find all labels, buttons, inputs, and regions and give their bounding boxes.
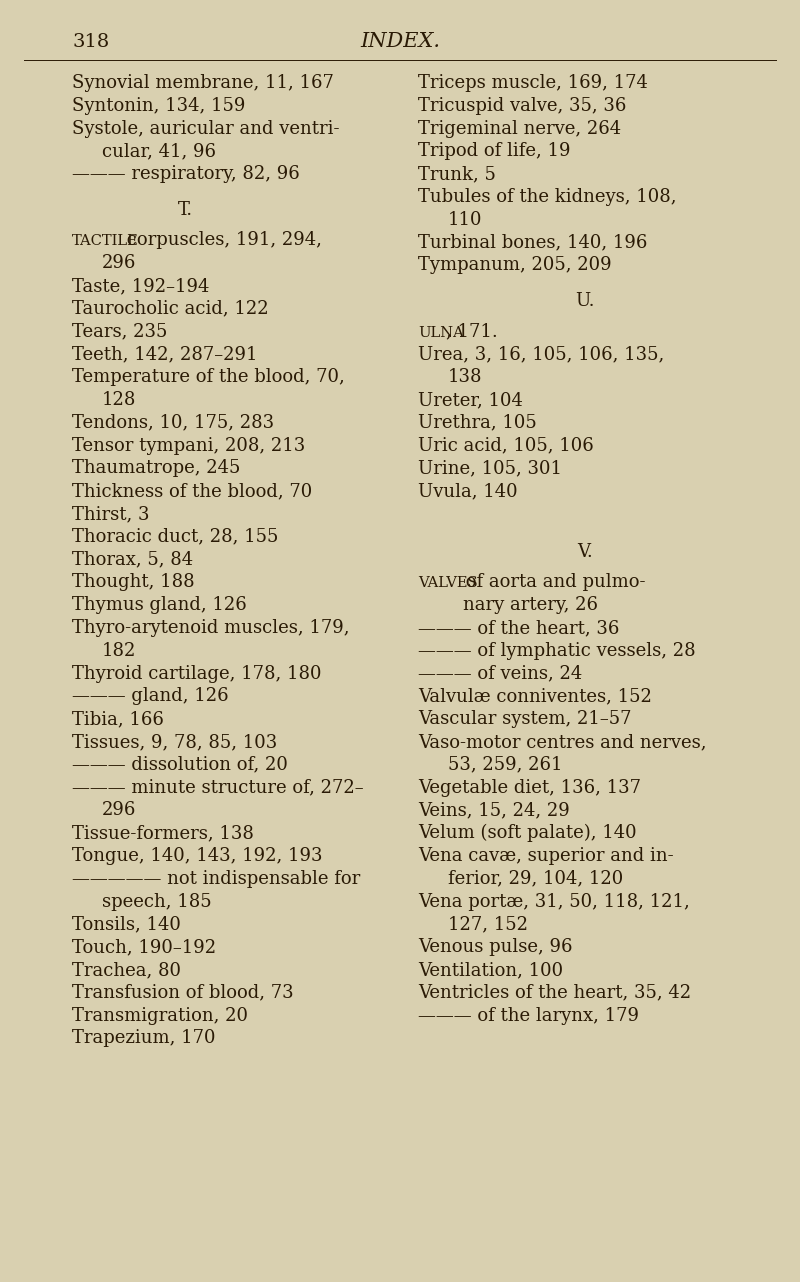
Text: Transmigration, 20: Transmigration, 20 (72, 1006, 248, 1024)
Text: Thought, 188: Thought, 188 (72, 573, 194, 591)
Text: Ventilation, 100: Ventilation, 100 (418, 962, 563, 979)
Text: Trachea, 80: Trachea, 80 (72, 962, 181, 979)
Text: Touch, 190–192: Touch, 190–192 (72, 938, 216, 956)
Text: 127, 152: 127, 152 (448, 915, 528, 933)
Text: 182: 182 (102, 642, 136, 660)
Text: Tibia, 166: Tibia, 166 (72, 710, 164, 728)
Text: Taurocholic acid, 122: Taurocholic acid, 122 (72, 300, 269, 318)
Text: Thoracic duct, 28, 155: Thoracic duct, 28, 155 (72, 528, 278, 546)
Text: Uric acid, 105, 106: Uric acid, 105, 106 (418, 436, 594, 455)
Text: VALVES: VALVES (418, 577, 478, 590)
Text: Trunk, 5: Trunk, 5 (418, 165, 496, 183)
Text: Vena cavæ, superior and in-: Vena cavæ, superior and in- (418, 847, 674, 865)
Text: Thirst, 3: Thirst, 3 (72, 505, 150, 523)
Text: Teeth, 142, 287–291: Teeth, 142, 287–291 (72, 345, 258, 363)
Text: Thyro-arytenoid muscles, 179,: Thyro-arytenoid muscles, 179, (72, 619, 350, 637)
Text: Tonsils, 140: Tonsils, 140 (72, 915, 181, 933)
Text: Vascular system, 21–57: Vascular system, 21–57 (418, 710, 631, 728)
Text: ——— of the larynx, 179: ——— of the larynx, 179 (418, 1006, 639, 1024)
Text: Velum (soft palate), 140: Velum (soft palate), 140 (418, 824, 637, 842)
Text: 296: 296 (102, 254, 136, 272)
Text: ULNA: ULNA (418, 326, 464, 340)
Text: Tendons, 10, 175, 283: Tendons, 10, 175, 283 (72, 414, 274, 432)
Text: Vena portæ, 31, 50, 118, 121,: Vena portæ, 31, 50, 118, 121, (418, 892, 690, 910)
Text: Vaso-motor centres and nerves,: Vaso-motor centres and nerves, (418, 733, 706, 751)
Text: Triceps muscle, 169, 174: Triceps muscle, 169, 174 (418, 74, 648, 92)
Text: of aorta and pulmo-: of aorta and pulmo- (459, 573, 645, 591)
Text: Veins, 15, 24, 29: Veins, 15, 24, 29 (418, 801, 570, 819)
Text: U.: U. (575, 292, 594, 310)
Text: Tissues, 9, 78, 85, 103: Tissues, 9, 78, 85, 103 (72, 733, 278, 751)
Text: Turbinal bones, 140, 196: Turbinal bones, 140, 196 (418, 233, 647, 251)
Text: ——— of veins, 24: ——— of veins, 24 (418, 664, 582, 682)
Text: Thymus gland, 126: Thymus gland, 126 (72, 596, 246, 614)
Text: 110: 110 (448, 210, 482, 228)
Text: Tissue-formers, 138: Tissue-formers, 138 (72, 824, 254, 842)
Text: Trigeminal nerve, 264: Trigeminal nerve, 264 (418, 119, 621, 137)
Text: 296: 296 (102, 801, 136, 819)
Text: , 171.: , 171. (446, 323, 498, 341)
Text: Ventricles of the heart, 35, 42: Ventricles of the heart, 35, 42 (418, 983, 691, 1001)
Text: INDEX.: INDEX. (360, 32, 440, 51)
Text: 318: 318 (72, 33, 110, 51)
Text: Temperature of the blood, 70,: Temperature of the blood, 70, (72, 368, 345, 386)
Text: ——— gland, 126: ——— gland, 126 (72, 687, 229, 705)
Text: Urethra, 105: Urethra, 105 (418, 414, 537, 432)
Text: TACTILE: TACTILE (72, 235, 138, 249)
Text: ——— of lymphatic vessels, 28: ——— of lymphatic vessels, 28 (418, 642, 696, 660)
Text: Transfusion of blood, 73: Transfusion of blood, 73 (72, 983, 294, 1001)
Text: Tensor tympani, 208, 213: Tensor tympani, 208, 213 (72, 436, 306, 455)
Text: Thyroid cartilage, 178, 180: Thyroid cartilage, 178, 180 (72, 664, 322, 682)
Text: Trapezium, 170: Trapezium, 170 (72, 1029, 215, 1047)
Text: Systole, auricular and ventri-: Systole, auricular and ventri- (72, 119, 339, 137)
Text: Urea, 3, 16, 105, 106, 135,: Urea, 3, 16, 105, 106, 135, (418, 345, 664, 363)
Text: speech, 185: speech, 185 (102, 892, 212, 910)
Text: 128: 128 (102, 391, 136, 409)
Text: ——— dissolution of, 20: ——— dissolution of, 20 (72, 755, 288, 774)
Text: Syntonin, 134, 159: Syntonin, 134, 159 (72, 97, 246, 115)
Text: 138: 138 (448, 368, 482, 386)
Text: Tears, 235: Tears, 235 (72, 323, 167, 341)
Text: Uvula, 140: Uvula, 140 (418, 482, 518, 500)
Text: Tympanum, 205, 209: Tympanum, 205, 209 (418, 256, 612, 274)
Text: Valvulæ conniventes, 152: Valvulæ conniventes, 152 (418, 687, 652, 705)
Text: ferior, 29, 104, 120: ferior, 29, 104, 120 (448, 869, 623, 887)
Text: ——— of the heart, 36: ——— of the heart, 36 (418, 619, 619, 637)
Text: Tongue, 140, 143, 192, 193: Tongue, 140, 143, 192, 193 (72, 847, 322, 865)
Text: Thickness of the blood, 70: Thickness of the blood, 70 (72, 482, 312, 500)
Text: 53, 259, 261: 53, 259, 261 (448, 755, 562, 774)
Text: Venous pulse, 96: Venous pulse, 96 (418, 938, 573, 956)
Text: ————— not indispensable for: ————— not indispensable for (72, 869, 360, 887)
Text: Tricuspid valve, 35, 36: Tricuspid valve, 35, 36 (418, 97, 626, 115)
Text: Ureter, 104: Ureter, 104 (418, 391, 523, 409)
Text: Thaumatrope, 245: Thaumatrope, 245 (72, 459, 240, 477)
Text: Thorax, 5, 84: Thorax, 5, 84 (72, 550, 193, 568)
Text: nary artery, 26: nary artery, 26 (463, 596, 598, 614)
Text: ——— respiratory, 82, 96: ——— respiratory, 82, 96 (72, 165, 300, 183)
Text: ——— minute structure of, 272–: ——— minute structure of, 272– (72, 778, 364, 796)
Text: Urine, 105, 301: Urine, 105, 301 (418, 459, 562, 477)
Text: corpuscles, 191, 294,: corpuscles, 191, 294, (121, 231, 322, 249)
Text: Synovial membrane, 11, 167: Synovial membrane, 11, 167 (72, 74, 334, 92)
Text: Tubules of the kidneys, 108,: Tubules of the kidneys, 108, (418, 188, 677, 206)
Text: cular, 41, 96: cular, 41, 96 (102, 142, 216, 160)
Text: Taste, 192–194: Taste, 192–194 (72, 277, 210, 295)
Text: T.: T. (178, 200, 193, 218)
Text: Vegetable diet, 136, 137: Vegetable diet, 136, 137 (418, 778, 641, 796)
Text: V.: V. (577, 542, 593, 560)
Text: Tripod of life, 19: Tripod of life, 19 (418, 142, 570, 160)
